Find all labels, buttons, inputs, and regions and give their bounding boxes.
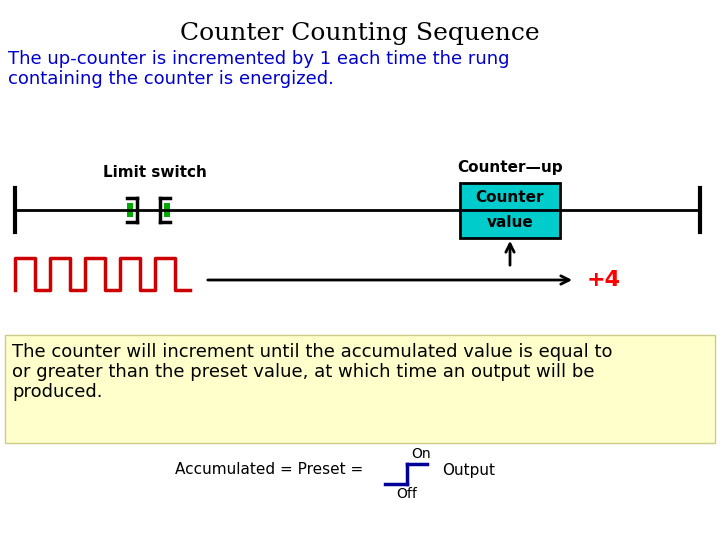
Text: The up-counter is incremented by 1 each time the rung: The up-counter is incremented by 1 each … <box>8 50 510 68</box>
Text: or greater than the preset value, at which time an output will be: or greater than the preset value, at whi… <box>12 363 595 381</box>
Bar <box>5 335 715 443</box>
Text: value: value <box>487 215 534 230</box>
Text: containing the counter is energized.: containing the counter is energized. <box>8 70 334 88</box>
Text: Output: Output <box>442 462 495 477</box>
Text: Limit switch: Limit switch <box>103 165 207 180</box>
Text: Counter—up: Counter—up <box>457 160 563 175</box>
Text: Counter Counting Sequence: Counter Counting Sequence <box>180 22 540 45</box>
Bar <box>127 203 133 217</box>
Bar <box>164 203 170 217</box>
Text: The counter will increment until the accumulated value is equal to: The counter will increment until the acc… <box>12 343 613 361</box>
Text: produced.: produced. <box>12 383 102 401</box>
Text: On: On <box>411 447 431 461</box>
Bar <box>460 183 560 238</box>
Text: Off: Off <box>397 487 418 501</box>
Text: Accumulated = Preset =: Accumulated = Preset = <box>175 462 364 477</box>
Text: Counter: Counter <box>476 190 544 205</box>
Text: +4: +4 <box>587 270 621 290</box>
